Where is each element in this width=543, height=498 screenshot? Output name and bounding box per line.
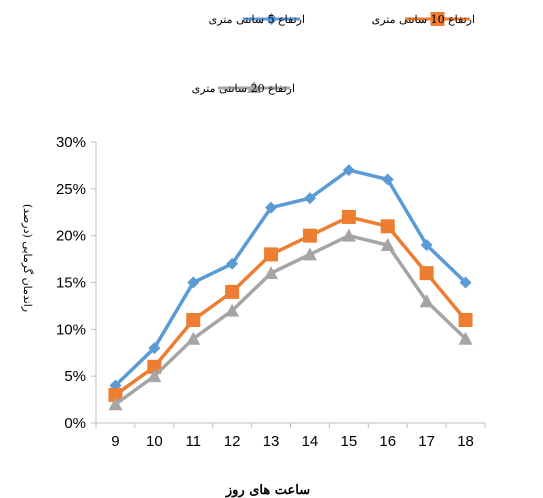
data-point [380, 238, 395, 252]
legend-label-20cm: ارتفاع 20 سانتی متری [192, 82, 295, 95]
x-tick-label: 18 [457, 433, 474, 450]
data-point [341, 228, 356, 242]
legend-marker-10cm [430, 12, 445, 26]
data-point [302, 247, 317, 261]
series-line [114, 215, 467, 397]
x-tick-label: 16 [379, 433, 396, 450]
x-tick-label: 12 [224, 433, 241, 450]
y-tick-label: 0% [64, 415, 86, 432]
data-point [303, 192, 316, 205]
series-3 [108, 228, 473, 411]
x-tick-label: 13 [263, 433, 280, 450]
series-line [114, 168, 467, 387]
data-point [458, 331, 473, 345]
legend-marker-5cm [265, 13, 278, 25]
data-point [147, 369, 162, 383]
data-point [341, 209, 356, 224]
legend-item-10cm: ارتفاع 10 سانتی متری [372, 12, 475, 26]
data-point [186, 331, 201, 345]
series-2 [108, 209, 473, 402]
data-point [420, 239, 433, 252]
data-point [419, 266, 434, 281]
x-tick-labels: 9 10 11 12 13 14 15 16 17 18 [95, 423, 486, 450]
x-tick-label: 15 [341, 433, 358, 450]
x-axis-title: ساعت های روز [225, 483, 310, 498]
x-tick-label: 9 [111, 433, 119, 450]
data-point [380, 219, 395, 234]
y-tick-label: 20% [56, 228, 86, 245]
data-point [302, 228, 317, 243]
x-tick-label: 14 [302, 433, 319, 450]
data-point [419, 294, 434, 308]
y-tick-label: 15% [56, 275, 86, 292]
x-tick-label: 11 [185, 433, 201, 450]
data-point [186, 312, 201, 327]
series-line [114, 233, 467, 406]
data-point [458, 312, 473, 327]
data-point [108, 387, 123, 402]
data-point [459, 276, 472, 289]
y-tick-label: 10% [56, 321, 86, 338]
data-point [264, 247, 279, 262]
data-point [226, 257, 239, 270]
data-point [225, 303, 240, 317]
x-tick-label: 17 [418, 433, 435, 450]
data-point [147, 359, 162, 374]
legend-item-5cm: ارتفاع 5 سانتی متری [209, 13, 305, 26]
y-tick-label: 25% [56, 181, 86, 198]
data-point [225, 284, 240, 299]
legend-label-5cm: ارتفاع 5 سانتی متری [209, 13, 305, 26]
series-group [108, 164, 473, 411]
legend: ارتفاع 5 سانتی متری ارتفاع 10 سانتی متری… [192, 12, 475, 95]
y-tick-label: 5% [64, 368, 86, 385]
data-point [108, 397, 123, 411]
data-point [342, 164, 355, 177]
x-tick-label: 10 [146, 433, 163, 450]
data-point [265, 201, 278, 214]
y-axis-title: راندمان گرمایی (درصد) [21, 204, 34, 312]
y-tick-label: 30% [56, 134, 86, 151]
series-1 [109, 164, 472, 392]
data-point [264, 266, 279, 280]
data-point [187, 276, 200, 289]
legend-item-20cm: ارتفاع 20 سانتی متری [192, 81, 295, 95]
legend-label-10cm: ارتفاع 10 سانتی متری [372, 13, 475, 26]
legend-marker-20cm [247, 81, 261, 93]
data-point [381, 173, 394, 186]
y-tick-labels: 0% 5% 10% 15% 20% 25% 30% [56, 134, 96, 432]
data-point [148, 342, 161, 355]
